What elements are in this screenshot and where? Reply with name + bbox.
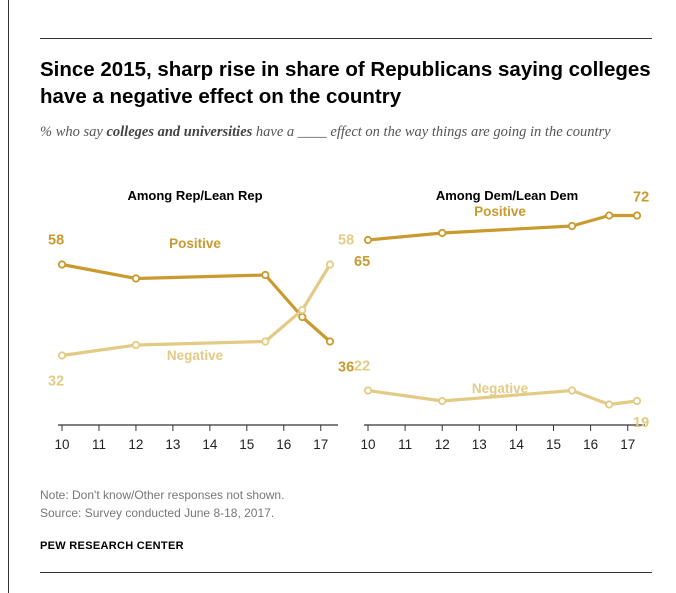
data-point-positive — [298, 312, 307, 322]
data-point-positive — [131, 274, 141, 283]
subtitle-suffix: have a ____ effect on the way things are… — [255, 124, 611, 140]
subtitle-prefix: % who say — [40, 124, 103, 140]
x-tick-label: 14 — [509, 437, 525, 452]
subtitle-emphasis: colleges and universities — [106, 124, 253, 140]
x-tick-label: 10 — [54, 437, 69, 452]
data-label-start: 32 — [48, 374, 64, 390]
data-point-positive — [363, 235, 373, 245]
data-label-start: 65 — [354, 254, 370, 270]
data-point-negative — [605, 400, 614, 409]
data-point-positive — [261, 270, 270, 280]
chart-subtitle: % who say colleges and universities have… — [40, 122, 652, 142]
note-text: Note: Don't know/Other responses not sho… — [40, 488, 285, 502]
data-point-positive — [567, 221, 577, 231]
x-tick-label: 12 — [128, 437, 143, 452]
pew-logo-text: PEW RESEARCH CENTER — [40, 540, 184, 552]
series-line-positive — [367, 213, 637, 242]
data-point-positive — [325, 337, 335, 346]
data-label-end: 72 — [633, 190, 649, 206]
data-label-end: 19 — [633, 415, 649, 431]
series-line-positive — [61, 262, 332, 343]
data-label-start: 22 — [354, 359, 370, 375]
bottom-rule — [40, 572, 652, 573]
data-point-negative — [261, 337, 270, 346]
data-point-negative — [298, 305, 307, 315]
x-tick-label: 10 — [360, 437, 375, 452]
top-rule — [40, 38, 652, 39]
x-tick-label: 17 — [313, 437, 328, 452]
panel-title: Among Rep/Lean Rep — [127, 188, 262, 203]
data-label-end: 58 — [338, 233, 354, 249]
data-point-negative — [567, 386, 577, 395]
frame-border — [8, 0, 9, 593]
data-point-positive — [438, 228, 447, 238]
chart-area: Among Rep/Lean Rep 10 11 12 13 14 15 16 17 58 36 Po… — [48, 188, 649, 452]
data-label-end: 36 — [338, 360, 354, 376]
x-tick-label: 17 — [620, 437, 635, 452]
x-tick-label: 15 — [239, 437, 254, 452]
data-point-negative — [131, 340, 141, 350]
data-point-negative — [438, 396, 447, 406]
data-label-start: 58 — [48, 233, 64, 249]
x-tick-label: 13 — [472, 437, 487, 452]
x-tick-label: 13 — [165, 437, 180, 452]
data-point-positive — [632, 211, 642, 220]
data-point-negative — [325, 260, 335, 269]
data-point-positive — [605, 211, 614, 220]
data-point-positive — [57, 260, 67, 269]
series-name-label: Negative — [167, 348, 224, 363]
series-name-label: Positive — [169, 236, 221, 251]
series-name-label: Negative — [472, 381, 529, 396]
source-text: Source: Survey conducted June 8-18, 2017… — [40, 506, 275, 520]
chart-title: Since 2015, sharp rise in share of Repub… — [40, 58, 651, 108]
x-tick-label: 11 — [92, 437, 106, 452]
x-tick-label: 12 — [435, 437, 450, 452]
x-tick-label: 11 — [398, 437, 412, 452]
x-tick-label: 16 — [276, 437, 291, 452]
x-tick-label: 16 — [583, 437, 598, 452]
data-point-negative — [363, 386, 373, 395]
data-point-negative — [632, 396, 642, 406]
data-point-negative — [57, 351, 67, 360]
panel-title: Among Dem/Lean Dem — [436, 188, 578, 203]
series-name-label: Positive — [474, 204, 526, 219]
x-tick-label: 15 — [546, 437, 561, 452]
x-tick-label: 14 — [202, 437, 218, 452]
